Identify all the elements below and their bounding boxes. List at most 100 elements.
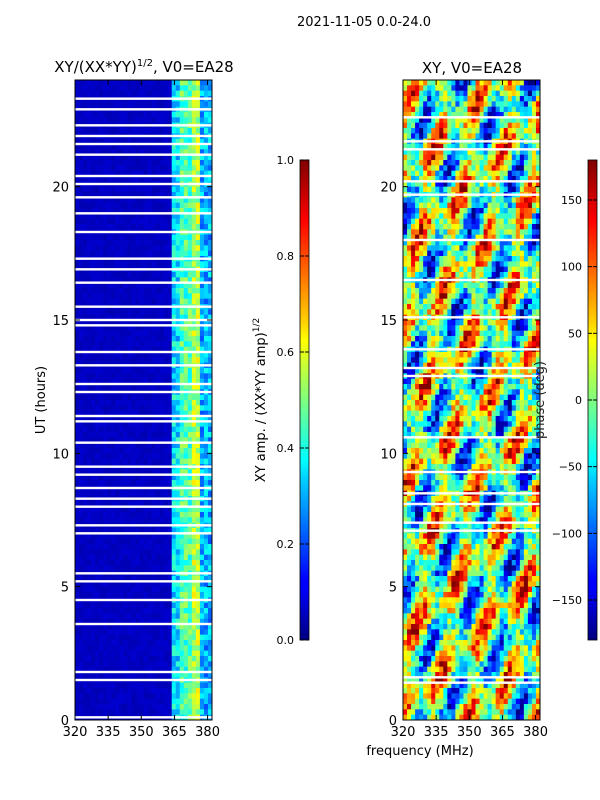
heatmap-cell (119, 448, 124, 454)
heatmap-cell (119, 85, 124, 92)
heatmap-cell (131, 501, 136, 508)
heatmap-cell (87, 698, 92, 705)
heatmap-cell (103, 160, 108, 166)
heatmap-cell (127, 234, 132, 241)
heatmap-cell (83, 549, 88, 556)
heatmap-cell (111, 394, 116, 401)
heatmap-cell (519, 85, 525, 92)
heatmap-cell (163, 608, 169, 614)
heatmap-cell (175, 101, 181, 108)
heatmap-cell (155, 554, 161, 561)
heatmap-cell (127, 346, 132, 353)
heatmap-cell (171, 672, 177, 678)
heatmap-cell (111, 426, 116, 433)
heatmap-cell (203, 586, 209, 593)
heatmap-cell (451, 122, 456, 129)
heatmap-cell (471, 85, 476, 92)
heatmap-cell (83, 517, 88, 524)
heatmap-cell (143, 501, 148, 508)
heatmap-cell (435, 133, 440, 140)
heatmap-cell (103, 469, 108, 476)
heatmap-cell (523, 101, 529, 108)
heatmap-cell (175, 682, 181, 689)
heatmap-cell (75, 405, 80, 412)
heatmap-cell (75, 506, 80, 513)
heatmap-cell (75, 709, 80, 716)
heatmap-cell (79, 245, 84, 252)
heatmap-cell (107, 112, 112, 118)
heatmap-cell (167, 90, 173, 97)
heatmap-cell (187, 592, 193, 598)
heatmap-cell (195, 101, 201, 108)
heatmap-cell (87, 624, 92, 630)
heatmap-cell (199, 357, 205, 364)
heatmap-cell (143, 272, 148, 278)
heatmap-cell (103, 336, 108, 342)
heatmap-cell (127, 101, 132, 108)
heatmap-cell (491, 106, 497, 113)
heatmap-cell (151, 650, 156, 657)
heatmap-cell (535, 181, 541, 188)
heatmap-cell (163, 320, 169, 326)
heatmap-cell (155, 688, 161, 694)
heatmap-cell (203, 528, 209, 534)
heatmap-cell (79, 288, 84, 294)
heatmap-cell (179, 112, 185, 118)
heatmap-cell (75, 512, 80, 518)
heatmap-cell (479, 101, 484, 108)
heatmap-cell (79, 112, 84, 118)
heatmap-cell (203, 565, 209, 572)
heatmap-cell (83, 138, 88, 145)
heatmap-cell (531, 112, 537, 118)
heatmap-cell (135, 368, 140, 374)
heatmap-cell (515, 117, 521, 124)
heatmap-cell (175, 373, 181, 380)
heatmap-cell (183, 512, 189, 518)
heatmap-cell (99, 197, 104, 204)
heatmap-cell (491, 186, 497, 193)
heatmap-cell (523, 186, 529, 193)
heatmap-cell (91, 160, 96, 166)
heatmap-cell (131, 693, 136, 700)
heatmap-cell (135, 154, 140, 161)
heatmap-cell (463, 160, 468, 166)
heatmap-cell (419, 186, 424, 193)
heatmap-cell (155, 117, 161, 124)
heatmap-cell (191, 224, 197, 230)
heatmap-cell (95, 592, 100, 598)
heatmap-cell (135, 560, 140, 566)
heatmap-cell (531, 202, 537, 209)
heatmap-cell (171, 592, 177, 598)
heatmap-cell (203, 346, 209, 353)
heatmap-cell (75, 490, 80, 497)
heatmap-cell (87, 240, 92, 246)
heatmap-cell (171, 490, 177, 497)
heatmap-cell (191, 448, 197, 454)
heatmap-cell (487, 165, 493, 172)
heatmap-cell (191, 373, 197, 380)
heatmap-cell (111, 480, 116, 486)
heatmap-cell (135, 442, 140, 449)
heatmap-cell (95, 154, 100, 161)
heatmap-cell (531, 128, 537, 134)
heatmap-cell (163, 592, 169, 598)
heatmap-cell (199, 533, 205, 540)
heatmap-cell (151, 533, 156, 540)
heatmap-cell (403, 80, 408, 86)
heatmap-cell (439, 165, 444, 172)
heatmap-cell (147, 501, 152, 508)
heatmap-cell (191, 709, 197, 716)
heatmap-cell (187, 421, 193, 428)
heatmap-cell (183, 698, 189, 705)
heatmap-cell (139, 128, 144, 134)
heatmap-cell (99, 549, 104, 556)
heatmap-cell (491, 117, 497, 124)
heatmap-cell (151, 421, 156, 428)
heatmap-cell (199, 341, 205, 348)
heatmap-cell (123, 613, 128, 620)
heatmap-cell (131, 261, 136, 268)
heatmap-cell (139, 240, 144, 246)
heatmap-cell (167, 618, 173, 625)
heatmap-cell (131, 138, 136, 145)
heatmap-cell (139, 693, 144, 700)
